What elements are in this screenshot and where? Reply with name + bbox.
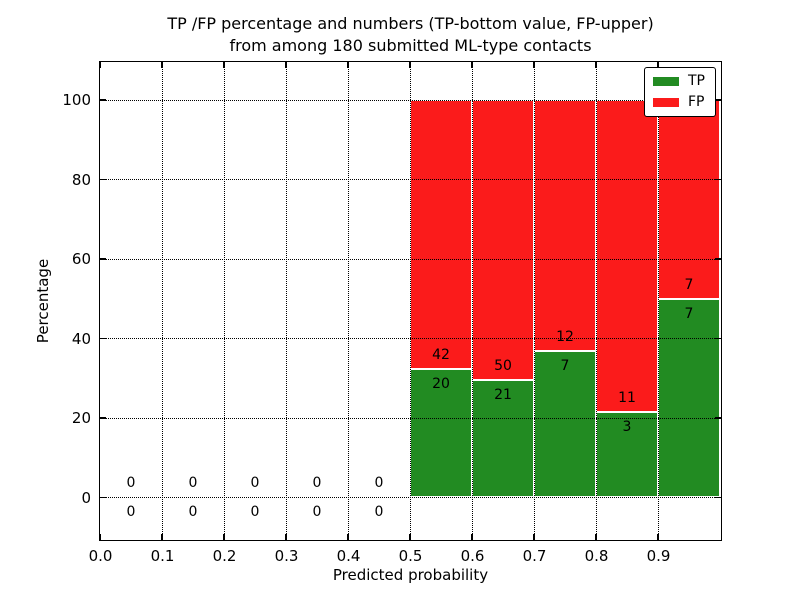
fp-count-label: 42: [432, 347, 450, 364]
x-tick-mark: [161, 62, 163, 68]
fp-legend-swatch: [653, 98, 679, 107]
x-axis-label: Predicted probability: [332, 566, 489, 584]
y-tick-mark: [715, 258, 721, 260]
fp-count-label: 12: [556, 328, 574, 345]
chart-title-line1: TP /FP percentage and numbers (TP-bottom…: [167, 14, 654, 33]
gridline-vertical: [658, 62, 659, 540]
x-tick-label: 0.0: [88, 547, 113, 565]
fp-count-label: 11: [618, 390, 636, 407]
legend-item: FP: [653, 95, 705, 110]
x-tick-mark: [347, 534, 349, 540]
y-tick-mark: [100, 496, 106, 498]
x-tick-mark: [99, 534, 101, 540]
fp-count-label: 0: [312, 475, 322, 492]
x-tick-mark: [223, 62, 225, 68]
y-tick-label: 100: [62, 91, 91, 110]
fp-count-label: 50: [494, 357, 512, 374]
legend: TP FP: [644, 67, 716, 117]
x-tick-label: 0.8: [584, 547, 609, 565]
x-tick-mark: [409, 62, 411, 68]
tp-count-label: 7: [684, 305, 694, 322]
x-tick-mark: [471, 534, 473, 540]
x-tick-label: 0.1: [150, 547, 175, 565]
fp-count-label: 0: [126, 475, 136, 492]
gridline-vertical: [410, 62, 411, 540]
y-tick-mark: [100, 417, 106, 419]
y-tick-label: 80: [71, 170, 91, 189]
y-tick-label: 0: [81, 488, 91, 507]
fp-count-label: 7: [684, 276, 694, 293]
x-tick-mark: [347, 62, 349, 68]
x-tick-mark: [533, 62, 535, 68]
fp-count-label: 0: [188, 475, 198, 492]
x-tick-mark: [595, 62, 597, 68]
y-tick-mark: [100, 178, 106, 180]
x-tick-label: 0.2: [212, 547, 237, 565]
y-tick-mark: [715, 496, 721, 498]
x-tick-mark: [657, 534, 659, 540]
chart-title-line2: from among 180 submitted ML-type contact…: [229, 36, 592, 55]
x-tick-mark: [471, 62, 473, 68]
x-tick-label: 0.9: [646, 547, 671, 565]
bar-fp-segment: [534, 99, 596, 351]
x-tick-mark: [99, 62, 101, 68]
x-tick-label: 0.6: [460, 547, 485, 565]
fp-count-label: 0: [374, 475, 384, 492]
x-tick-mark: [657, 62, 659, 68]
gridline-vertical: [472, 62, 473, 540]
tp-count-label: 0: [250, 504, 260, 521]
bar-tp-segment: [534, 350, 596, 498]
gridline-vertical: [348, 62, 349, 540]
y-tick-label: 60: [71, 250, 91, 269]
x-tick-label: 0.4: [336, 547, 361, 565]
tp-count-label: 0: [188, 504, 198, 521]
tp-count-label: 3: [622, 419, 632, 436]
x-tick-mark: [161, 534, 163, 540]
x-tick-mark: [533, 534, 535, 540]
x-tick-mark: [595, 534, 597, 540]
legend-label: TP: [688, 73, 705, 89]
gridline-vertical: [162, 62, 163, 540]
x-tick-mark: [285, 534, 287, 540]
x-tick-label: 0.5: [398, 547, 423, 565]
tp-count-label: 20: [432, 376, 450, 393]
x-tick-mark: [285, 62, 287, 68]
plot-area: TP FP 0 0 0 0 0 0 0 0 0 0 42 20 50 21 12 7 11 3 7 7: [99, 61, 722, 541]
tp-count-label: 0: [126, 504, 136, 521]
y-tick-mark: [715, 337, 721, 339]
y-tick-label: 40: [71, 329, 91, 348]
x-tick-mark: [409, 534, 411, 540]
x-tick-mark: [223, 534, 225, 540]
x-tick-label: 0.7: [522, 547, 547, 565]
gridline-vertical: [534, 62, 535, 540]
y-tick-mark: [100, 337, 106, 339]
y-tick-mark: [715, 417, 721, 419]
y-tick-mark: [715, 178, 721, 180]
tp-count-label: 0: [312, 504, 322, 521]
bar-fp-segment: [410, 99, 472, 370]
legend-item: TP: [653, 74, 705, 89]
bar-tp-segment: [658, 298, 720, 498]
y-tick-mark: [100, 258, 106, 260]
gridline-vertical: [224, 62, 225, 540]
gridline-vertical: [286, 62, 287, 540]
bar-fp-segment: [596, 99, 658, 413]
tp-count-label: 7: [560, 357, 570, 374]
tp-legend-swatch: [653, 77, 679, 86]
tp-count-label: 21: [494, 386, 512, 403]
gridline-vertical: [596, 62, 597, 540]
bar-fp-segment: [658, 99, 720, 299]
bar-tp-segment: [472, 379, 534, 498]
tp-count-label: 0: [374, 504, 384, 521]
legend-label: FP: [688, 94, 705, 110]
y-tick-label: 20: [71, 409, 91, 428]
y-tick-mark: [100, 99, 106, 101]
fp-count-label: 0: [250, 475, 260, 492]
x-tick-label: 0.3: [274, 547, 299, 565]
chart-title: TP /FP percentage and numbers (TP-bottom…: [99, 13, 722, 57]
y-tick-mark: [715, 99, 721, 101]
